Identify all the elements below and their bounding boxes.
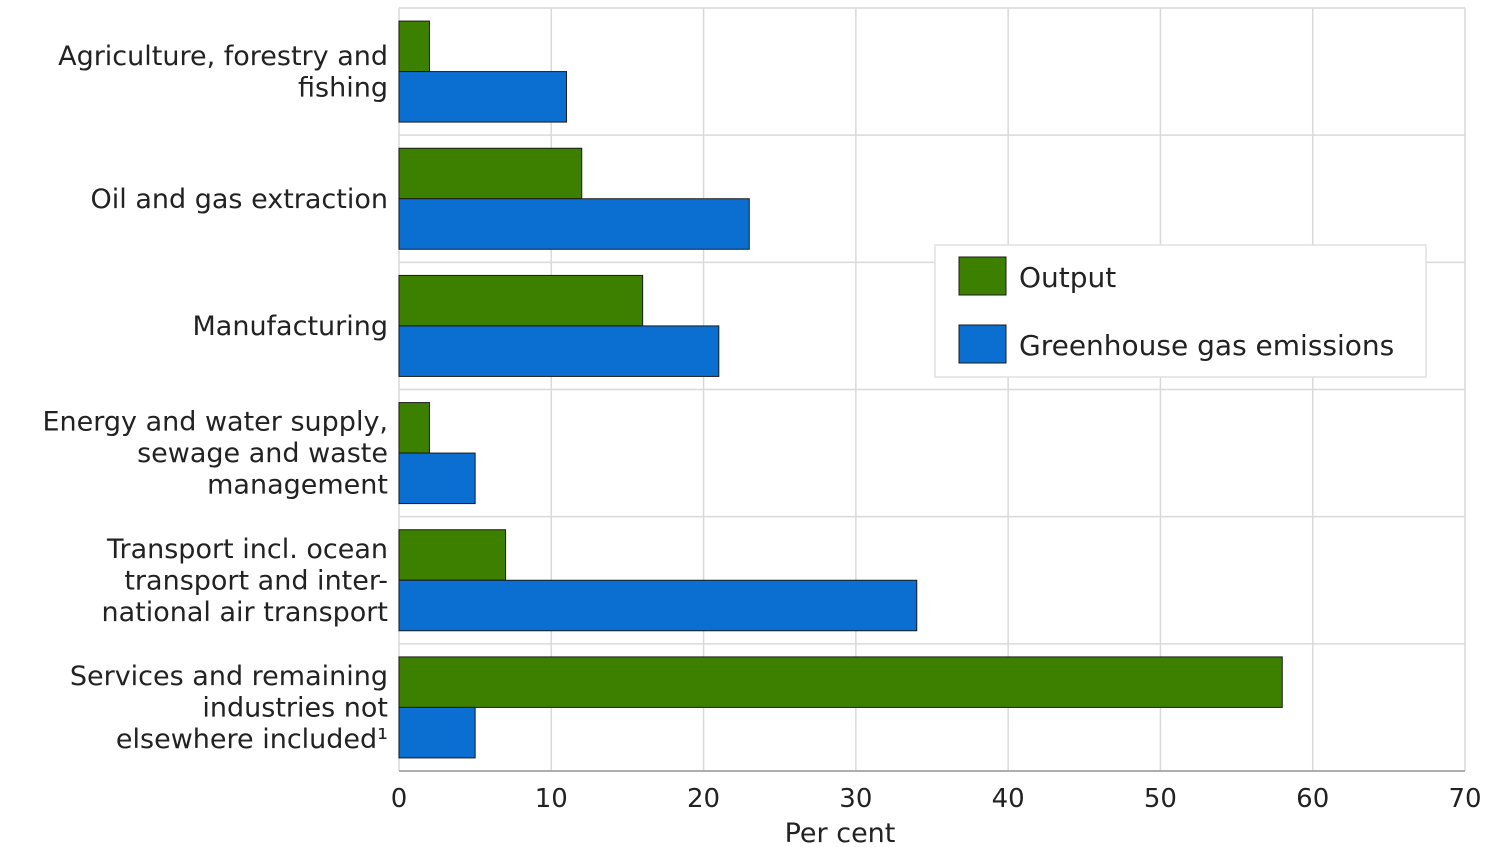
x-tick-label: 20: [687, 784, 720, 814]
bar-emissions: [398, 452, 476, 505]
bar-output: [398, 20, 430, 73]
bar-output: [398, 656, 1283, 708]
legend: Output Greenhouse gas emissions: [934, 244, 1427, 378]
category-label-line: sewage and waste: [137, 438, 388, 469]
grid: [398, 7, 1466, 772]
legend-swatch: [958, 324, 1007, 364]
bar-output: [398, 529, 507, 581]
bar-emissions: [398, 579, 918, 632]
bar-emissions: [398, 71, 568, 123]
legend-label: Greenhouse gas emissions: [1019, 329, 1394, 362]
bar-emissions: [398, 325, 720, 377]
category-label-line: national air transport: [102, 597, 389, 628]
category-label-line: Manufacturing: [192, 311, 388, 342]
x-tick-label: 40: [992, 784, 1025, 814]
x-tick-label: 60: [1296, 784, 1329, 814]
bar-output: [398, 274, 644, 327]
bar-output: [398, 147, 583, 200]
category-labels: Agriculture, forestry and fishing Oil and …: [42, 41, 388, 755]
bar-emissions: [398, 706, 476, 759]
category-label-line: management: [207, 470, 388, 501]
category-label-line: elsewhere included¹: [116, 724, 388, 755]
x-tick-label: 70: [1448, 784, 1481, 814]
x-axis-title: Per cent: [785, 818, 896, 847]
x-tick-label: 50: [1144, 784, 1177, 814]
x-axis-ticks: 0 10 20 30 40 50 60 70: [391, 784, 1482, 814]
category-label-line: Energy and water supply,: [42, 407, 388, 438]
category-label-line: Agriculture, forestry and: [58, 41, 388, 72]
legend-label: Output: [1019, 261, 1116, 294]
category-label-line: transport and inter-: [124, 565, 388, 596]
category-label: Energy and water supply, sewage and waste…: [42, 407, 388, 501]
category-label-line: Transport incl. ocean: [106, 534, 388, 565]
category-label: Agriculture, forestry and fishing: [58, 41, 388, 104]
category-label: Services and remaining industries not else…: [70, 661, 388, 755]
category-label: Oil and gas extraction: [91, 184, 388, 215]
category-label-line: Oil and gas extraction: [91, 184, 388, 215]
legend-swatch: [958, 256, 1007, 296]
category-label: Transport incl. ocean transport and inter…: [102, 534, 389, 628]
x-tick-label: 0: [391, 784, 408, 814]
bar-emissions: [398, 198, 750, 250]
bars: [398, 20, 1283, 759]
x-tick-label: 30: [839, 784, 872, 814]
category-label-line: Services and remaining: [70, 661, 388, 692]
category-label-line: industries not: [202, 692, 388, 723]
category-label: Manufacturing: [192, 311, 388, 342]
x-tick-label: 10: [535, 784, 568, 814]
legend-box: [934, 244, 1427, 378]
bar-output: [398, 402, 430, 454]
category-label-line: fishing: [298, 72, 388, 103]
